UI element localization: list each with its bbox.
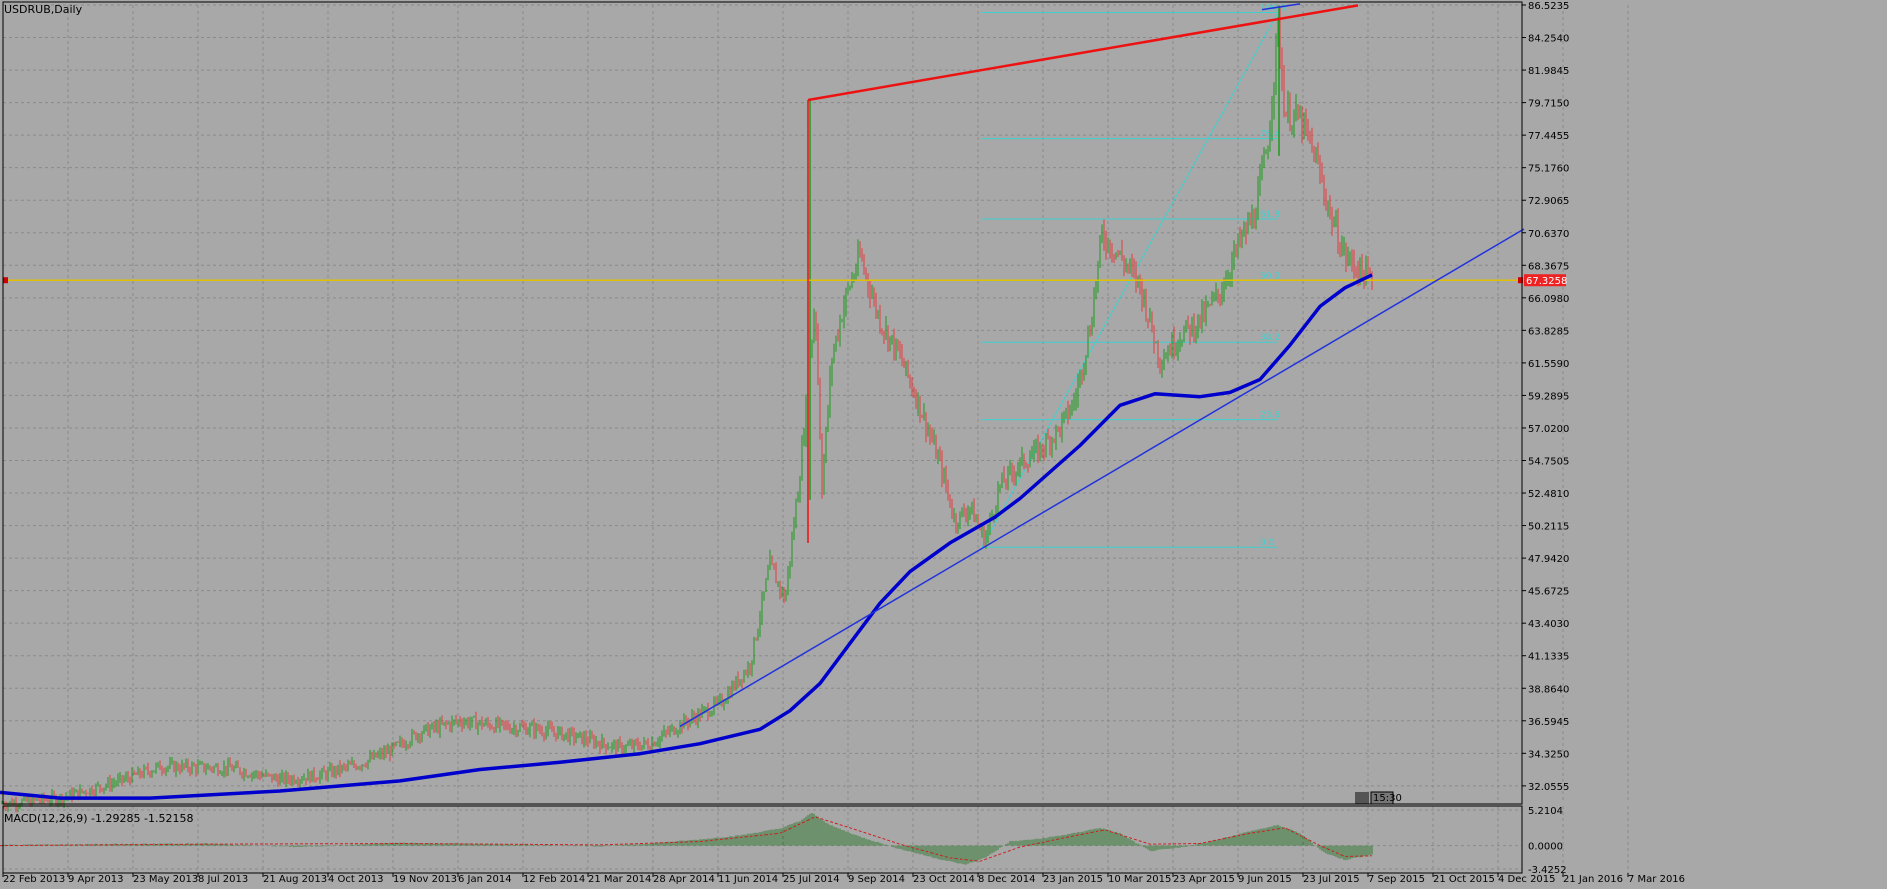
x-tick-label: 4 Dec 2015 — [1498, 874, 1556, 885]
y-tick-label: 43.4030 — [1528, 619, 1569, 630]
x-tick-label: 9 Sep 2014 — [848, 874, 905, 885]
x-tick-label: 19 Nov 2013 — [393, 874, 457, 885]
x-tick-label: 28 Apr 2014 — [653, 874, 715, 885]
x-tick-label: 6 Jan 2014 — [458, 874, 512, 885]
support-trendline — [679, 228, 1525, 728]
x-tick-label: 21 Aug 2013 — [263, 874, 327, 885]
y-tick-label: 50.2115 — [1528, 522, 1569, 533]
y-tick-label: 68.3675 — [1528, 261, 1569, 272]
x-tick-label: 21 Oct 2015 — [1433, 874, 1495, 885]
channel-top-line — [807, 4, 1359, 102]
chart-axes: 86.5235 84.2540 81.9845 79.7150 77.4455 75.17… — [2, 1, 1685, 885]
fib-level-label: 50.0 — [1260, 272, 1280, 282]
x-tick-label: 10 Mar 2015 — [1108, 874, 1171, 885]
macd-indicator — [0, 813, 1373, 865]
y-tick-label: 32.0555 — [1528, 782, 1569, 793]
x-tick-label: 25 Jul 2014 — [783, 874, 840, 885]
fib-level-label: 38.2 — [1260, 333, 1280, 343]
y-tick-label: 61.5590 — [1528, 359, 1569, 370]
y-tick-label: 38.8640 — [1528, 684, 1569, 695]
x-tick-label: 9 Jun 2015 — [1238, 874, 1292, 885]
fib-level-label: 23.6 — [1260, 411, 1280, 421]
fib-level-label: 61.8 — [1260, 210, 1280, 220]
y-tick-label: 72.9065 — [1528, 196, 1569, 207]
x-tick-label: 22 Feb 2013 — [3, 874, 65, 885]
x-tick-label: 11 Jun 2014 — [718, 874, 778, 885]
x-tick-label: 8 Dec 2014 — [978, 874, 1036, 885]
y-tick-label: 36.5945 — [1528, 717, 1569, 728]
main-panel-border — [2, 1, 1523, 805]
moving-average-line — [0, 273, 1373, 800]
x-tick-label: 21 Mar 2014 — [588, 874, 651, 885]
y-tick-label: 79.7150 — [1528, 99, 1569, 110]
x-tick-label: 7 Mar 2016 — [1628, 874, 1685, 885]
y-tick-label: 84.2540 — [1528, 34, 1569, 45]
chart-title: USDRUB,Daily — [4, 3, 83, 16]
y-tick-label: 41.1335 — [1528, 652, 1569, 663]
x-tick-label: 23 Oct 2014 — [913, 874, 975, 885]
y-tick-label: 70.6370 — [1528, 229, 1569, 240]
y-tick-label: 45.6725 — [1528, 587, 1569, 598]
macd-panel-border — [2, 805, 1523, 874]
macd-signal-line — [0, 816, 1373, 862]
macd-label: MACD(12,26,9) -1.29285 -1.52158 — [4, 812, 193, 825]
y-tick-label: 52.4810 — [1528, 489, 1569, 500]
current-price-marker-right — [1518, 277, 1523, 284]
current-price-marker-left — [3, 277, 8, 284]
x-tick-label: 23 May 2013 — [133, 874, 198, 885]
time-scroll-box — [1355, 792, 1369, 804]
y-tick-label: 86.5235 — [1528, 1, 1569, 12]
y-tick-label: 63.8285 — [1528, 326, 1569, 337]
macd-tick-label: 5.2104 — [1528, 806, 1563, 817]
fib-level-label: 0.0 — [1260, 538, 1275, 548]
y-tick-label: 59.2895 — [1528, 391, 1569, 402]
x-tick-label: 23 Apr 2015 — [1173, 874, 1235, 885]
x-tick-label: 9 Apr 2013 — [68, 874, 123, 885]
upper-trendline — [1261, 3, 1301, 11]
x-tick-label: 23 Jul 2015 — [1303, 874, 1360, 885]
time-label: 15:30 — [1373, 793, 1402, 804]
y-tick-label: 47.9420 — [1528, 554, 1569, 565]
x-tick-label: 4 Oct 2013 — [328, 874, 383, 885]
chart-overlays: 67.3258 15:30 — [0, 3, 1567, 805]
x-tick-label: 23 Jan 2015 — [1043, 874, 1103, 885]
candlestick-series — [1, 5, 1373, 813]
y-tick-label: 81.9845 — [1528, 66, 1569, 77]
main-grid — [2, 4, 1629, 802]
y-tick-label: 77.4455 — [1528, 131, 1569, 142]
y-tick-label: 34.3250 — [1528, 749, 1569, 760]
y-tick-label: 54.7505 — [1528, 457, 1569, 468]
x-tick-label: 12 Feb 2014 — [523, 874, 585, 885]
x-tick-label: 21 Jan 2016 — [1563, 874, 1623, 885]
y-tick-label: 66.0980 — [1528, 294, 1569, 305]
macd-tick-label: -3.4252 — [1528, 865, 1567, 876]
x-tick-label: 8 Jul 2013 — [198, 874, 248, 885]
current-price-tag — [1524, 274, 1566, 287]
current-price-label: 67.3258 — [1526, 276, 1567, 287]
y-tick-label: 75.1760 — [1528, 164, 1569, 175]
macd-tick-label: 0.0000 — [1528, 842, 1563, 853]
y-tick-label: 57.0200 — [1528, 424, 1569, 435]
x-tick-label: 7 Sep 2015 — [1368, 874, 1425, 885]
